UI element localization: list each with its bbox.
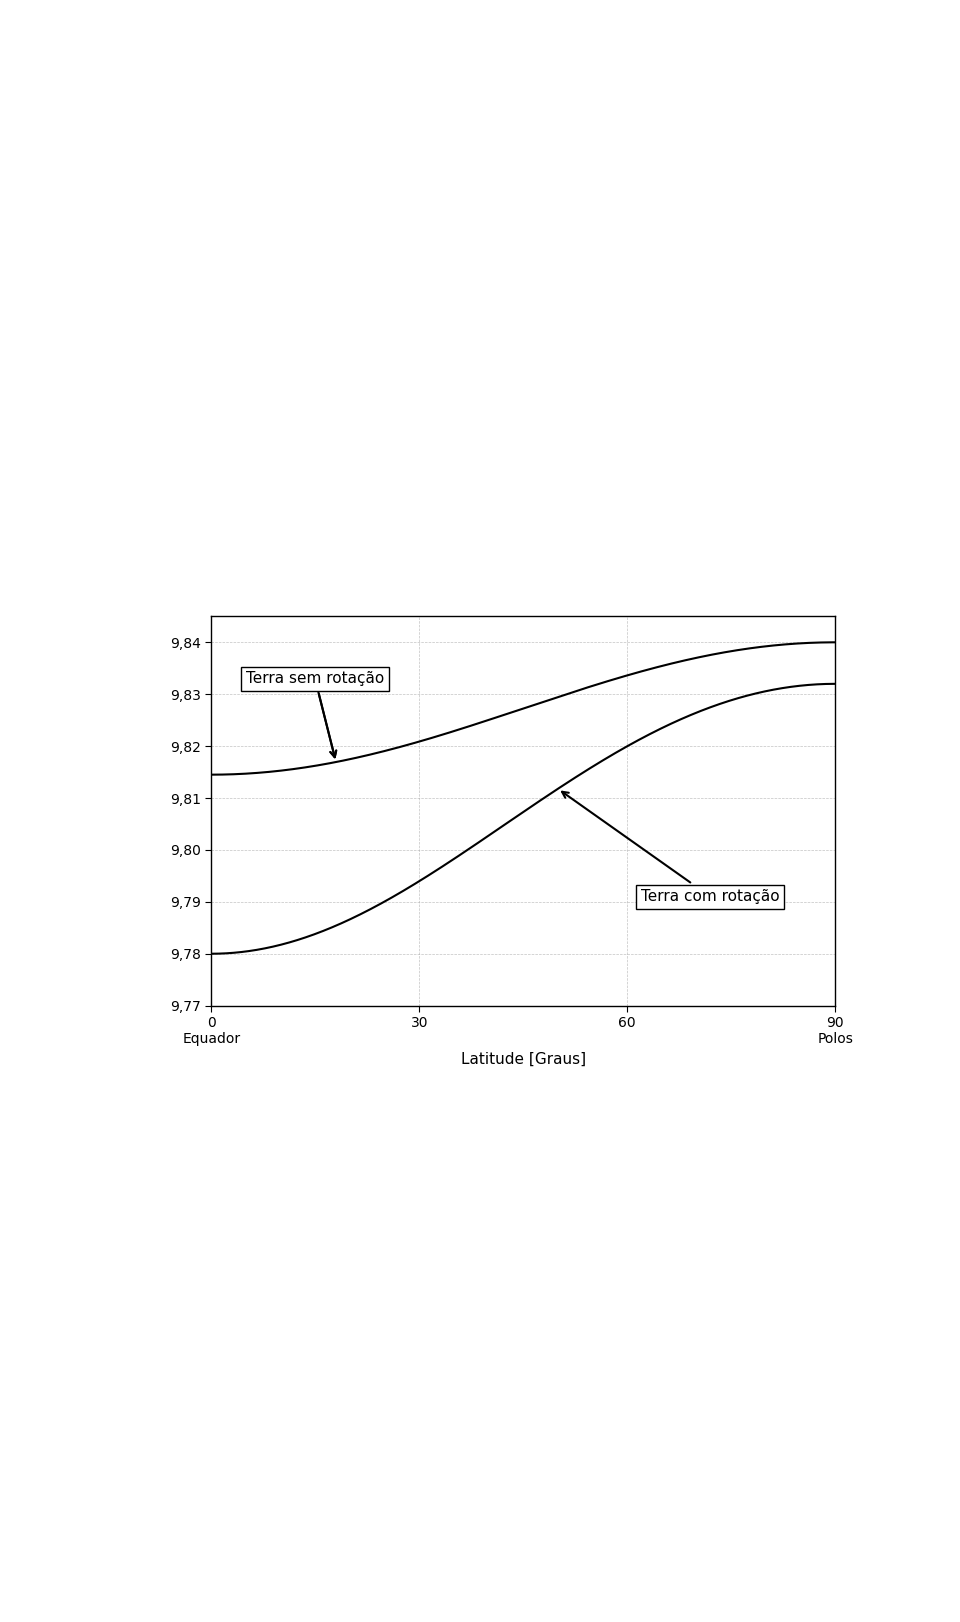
Text: Terra com rotação: Terra com rotação (562, 792, 780, 903)
X-axis label: Latitude [Graus]: Latitude [Graus] (461, 1051, 586, 1067)
Text: Terra sem rotação: Terra sem rotação (246, 672, 384, 757)
Text: Terra sem rotação: Terra sem rotação (246, 672, 384, 757)
